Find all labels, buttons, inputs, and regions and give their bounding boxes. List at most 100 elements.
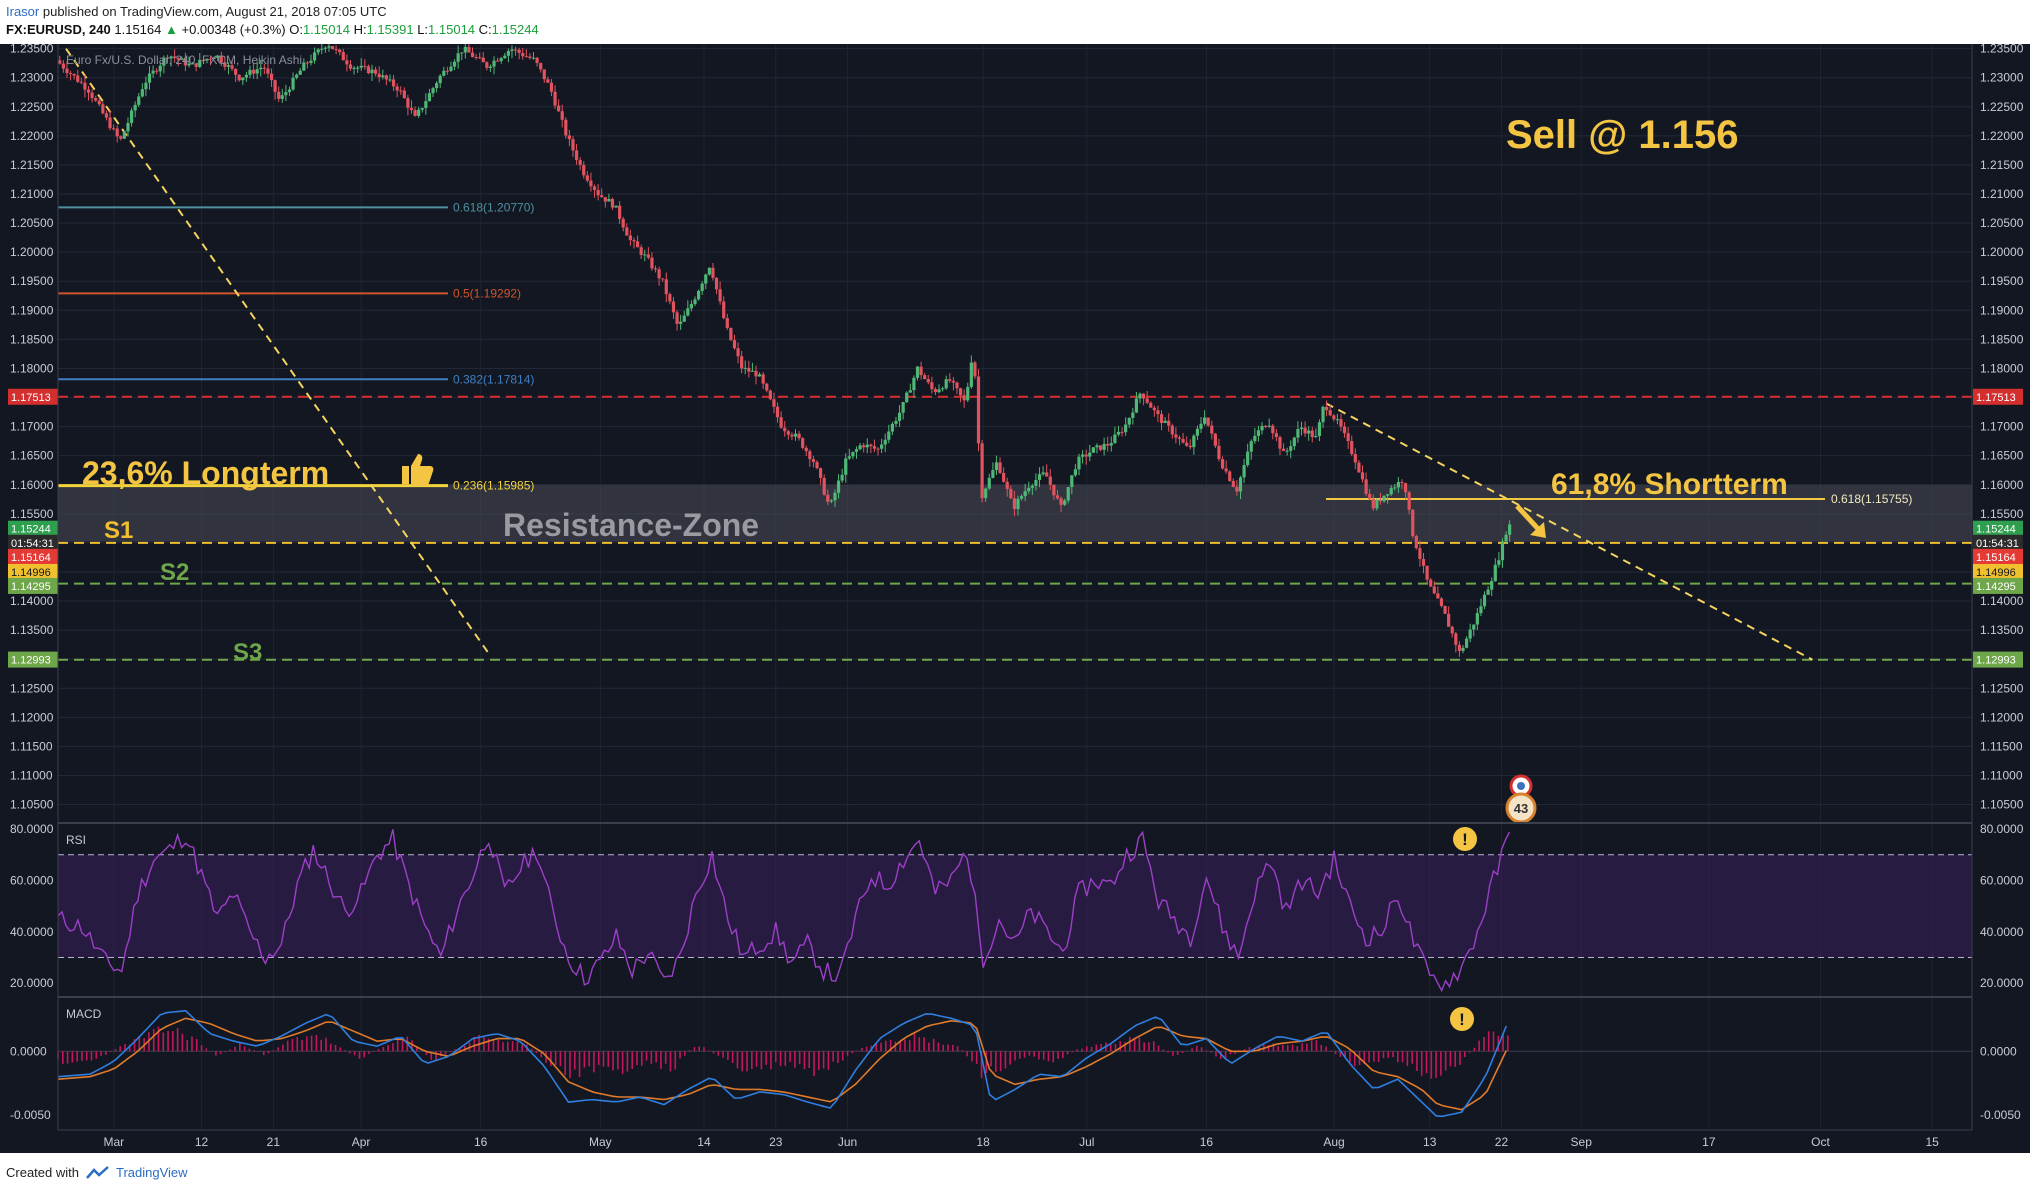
price-tick-left: 1.21500	[10, 158, 54, 172]
candle-body	[1271, 425, 1275, 434]
candle-body	[1045, 472, 1049, 477]
candle-body	[625, 227, 629, 236]
price-tag-left	[8, 520, 58, 537]
price-tag-right	[1973, 563, 2023, 580]
candle-body	[775, 406, 780, 418]
candle-body	[115, 128, 119, 137]
candle-body	[420, 108, 424, 110]
author-link[interactable]: Irasor	[6, 4, 40, 19]
s3-label: S3	[233, 639, 262, 666]
candle-body	[768, 390, 772, 400]
candle-body	[388, 79, 392, 81]
price-tick-right: 1.23000	[1980, 71, 2024, 85]
candle-body	[1289, 446, 1293, 451]
candle-body	[338, 49, 342, 53]
candle-body	[618, 205, 622, 219]
candle-body	[1210, 425, 1214, 434]
candle-body	[822, 477, 826, 495]
candle-body	[1149, 402, 1153, 408]
candle-body	[1163, 420, 1167, 423]
price-tick-right: 1.20500	[1980, 216, 2024, 230]
candle-body	[1048, 476, 1052, 485]
rsi-alert-icon[interactable]: !	[1453, 827, 1477, 851]
candle-body	[119, 136, 123, 139]
price-tick-left: 1.14000	[10, 594, 54, 608]
candle-body	[865, 444, 869, 448]
candle-body	[729, 327, 733, 341]
candle-body	[391, 79, 396, 87]
candle-body	[183, 58, 188, 66]
candle-body	[994, 462, 999, 471]
rsi-tick-left: 40.0000	[10, 925, 54, 939]
tradingview-link[interactable]: TradingView	[116, 1165, 188, 1180]
candle-body	[833, 492, 837, 501]
macd-alert-icon[interactable]: !	[1450, 1007, 1474, 1031]
candle-body	[173, 56, 177, 59]
candle-body	[1464, 638, 1469, 648]
candle-body	[122, 131, 126, 139]
candle-body	[1174, 434, 1178, 438]
candle-body	[1224, 468, 1228, 472]
candle-body	[1447, 613, 1451, 627]
candle-body	[758, 374, 762, 377]
created-with-text: Created with	[6, 1165, 79, 1180]
candle-body	[661, 278, 665, 280]
time-tick: 14	[697, 1135, 711, 1149]
candle-body	[1242, 465, 1246, 478]
candle-body	[1296, 429, 1300, 438]
candle-body	[61, 63, 65, 69]
candle-body	[847, 456, 851, 459]
candle-body	[761, 374, 765, 384]
price-tag-left-text: 01:54:31	[11, 538, 54, 550]
fib-label: 0.5(1.19292)	[453, 286, 521, 300]
candle-body	[657, 269, 661, 279]
candle-body	[219, 55, 223, 63]
candle-body	[1497, 560, 1501, 565]
candle-body	[592, 186, 597, 190]
candle-body	[998, 462, 1002, 473]
price-tick-left: 1.19500	[10, 274, 54, 288]
price-tag-right	[1973, 520, 2023, 537]
candle-body	[1414, 536, 1418, 549]
candle-body	[614, 205, 618, 208]
candle-body	[1436, 593, 1440, 599]
time-axis[interactable]: Mar 12 21 Apr 16 May 14 23 Jun 18 Jul 16 Aug 13 22 Sep 1…	[103, 1135, 1939, 1149]
candle-body	[309, 60, 313, 63]
candle-body	[97, 100, 101, 105]
candle-body	[1500, 541, 1505, 561]
macd-line	[57, 1009, 1508, 1118]
candle-body	[1063, 500, 1067, 505]
candle-body	[334, 49, 338, 51]
time-tick: 18	[976, 1135, 990, 1149]
price-tick-right: 1.16500	[1980, 449, 2024, 463]
candle-body	[187, 63, 191, 66]
candle-body	[291, 77, 295, 90]
price-tag-right-text: 1.14996	[1976, 567, 2016, 579]
candle-body	[1253, 435, 1257, 442]
candle-body	[133, 104, 137, 111]
candle-body	[876, 448, 880, 450]
candle-body	[517, 49, 521, 53]
time-tick: Apr	[352, 1135, 371, 1149]
candle-body	[646, 254, 650, 258]
candle-body	[1328, 410, 1332, 416]
candle-body	[1486, 589, 1490, 595]
chart-canvas[interactable]: Resistance-Zone 0.618(1.20770) 0.5(1.1929…	[0, 44, 2030, 1153]
candle-body	[1490, 581, 1494, 590]
candle-body	[632, 240, 636, 242]
candle-body	[1278, 437, 1282, 449]
candle-body	[230, 65, 234, 69]
candle-body	[531, 57, 536, 59]
candle-body	[90, 92, 94, 99]
publish-line: Irasor published on TradingView.com, Aug…	[6, 4, 387, 19]
rsi-tick-right: 60.0000	[1980, 873, 2024, 887]
event-flag-icon[interactable]: 43	[1505, 774, 1537, 824]
candle-body	[513, 49, 518, 51]
candle-body	[984, 488, 988, 499]
candle-body	[1019, 496, 1024, 499]
candle-body	[1120, 431, 1124, 433]
rsi-band	[58, 854, 1972, 958]
longterm-label: 23,6% Longterm	[82, 455, 329, 491]
candle-body	[470, 52, 475, 57]
candle-body	[205, 58, 209, 61]
